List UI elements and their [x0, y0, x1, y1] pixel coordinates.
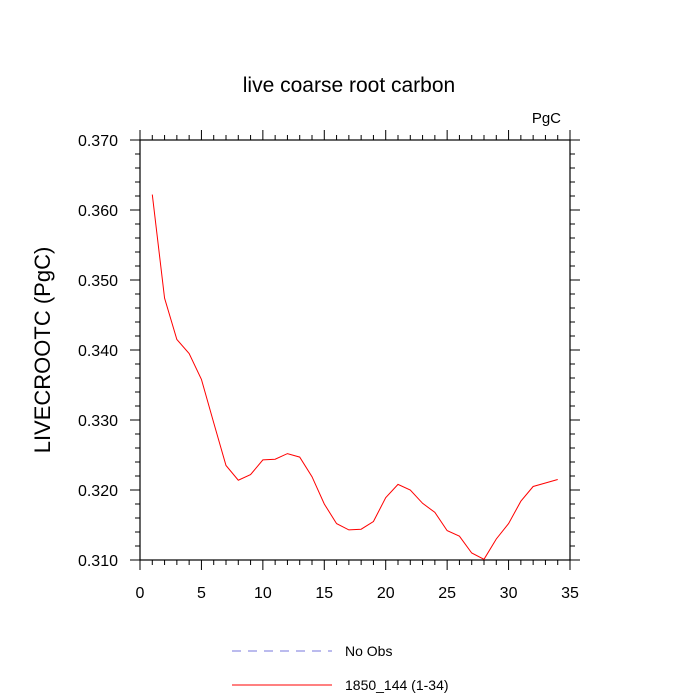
y-tick-label: 0.340 — [78, 343, 118, 360]
axis-tick-labels: 0 5 10 15 20 25 30 35 0.310 0.320 0.330 0.340 0.350 0… — [78, 133, 579, 602]
x-tick-label: 0 — [136, 585, 145, 602]
x-tick-label: 20 — [377, 585, 395, 602]
y-tick-label: 0.320 — [78, 483, 118, 500]
series-line — [151, 194, 558, 560]
y-tick-label: 0.330 — [78, 413, 118, 430]
y-tick-label: 0.360 — [78, 203, 118, 220]
x-tick-label: 35 — [561, 585, 579, 602]
chart-title: live coarse root carbon — [243, 74, 455, 97]
x-tick-label: 25 — [438, 585, 456, 602]
series-lines — [151, 194, 558, 560]
axis-ticks — [130, 130, 580, 570]
legend-label: 1850_144 (1-34) — [345, 677, 449, 693]
x-tick-label: 5 — [197, 585, 206, 602]
y-tick-label: 0.310 — [78, 553, 118, 570]
units-label: PgC — [532, 110, 561, 127]
plot-frame — [139, 139, 571, 561]
x-tick-label: 15 — [315, 585, 333, 602]
legend: No Obs 1850_144 (1-34) — [232, 643, 449, 693]
x-tick-label: 30 — [500, 585, 518, 602]
x-tick-label: 10 — [254, 585, 272, 602]
y-tick-label: 0.350 — [78, 273, 118, 290]
legend-label: No Obs — [345, 643, 392, 659]
y-axis-label: LIVECROOTC (PgC) — [30, 247, 55, 454]
y-tick-label: 0.370 — [78, 133, 118, 150]
